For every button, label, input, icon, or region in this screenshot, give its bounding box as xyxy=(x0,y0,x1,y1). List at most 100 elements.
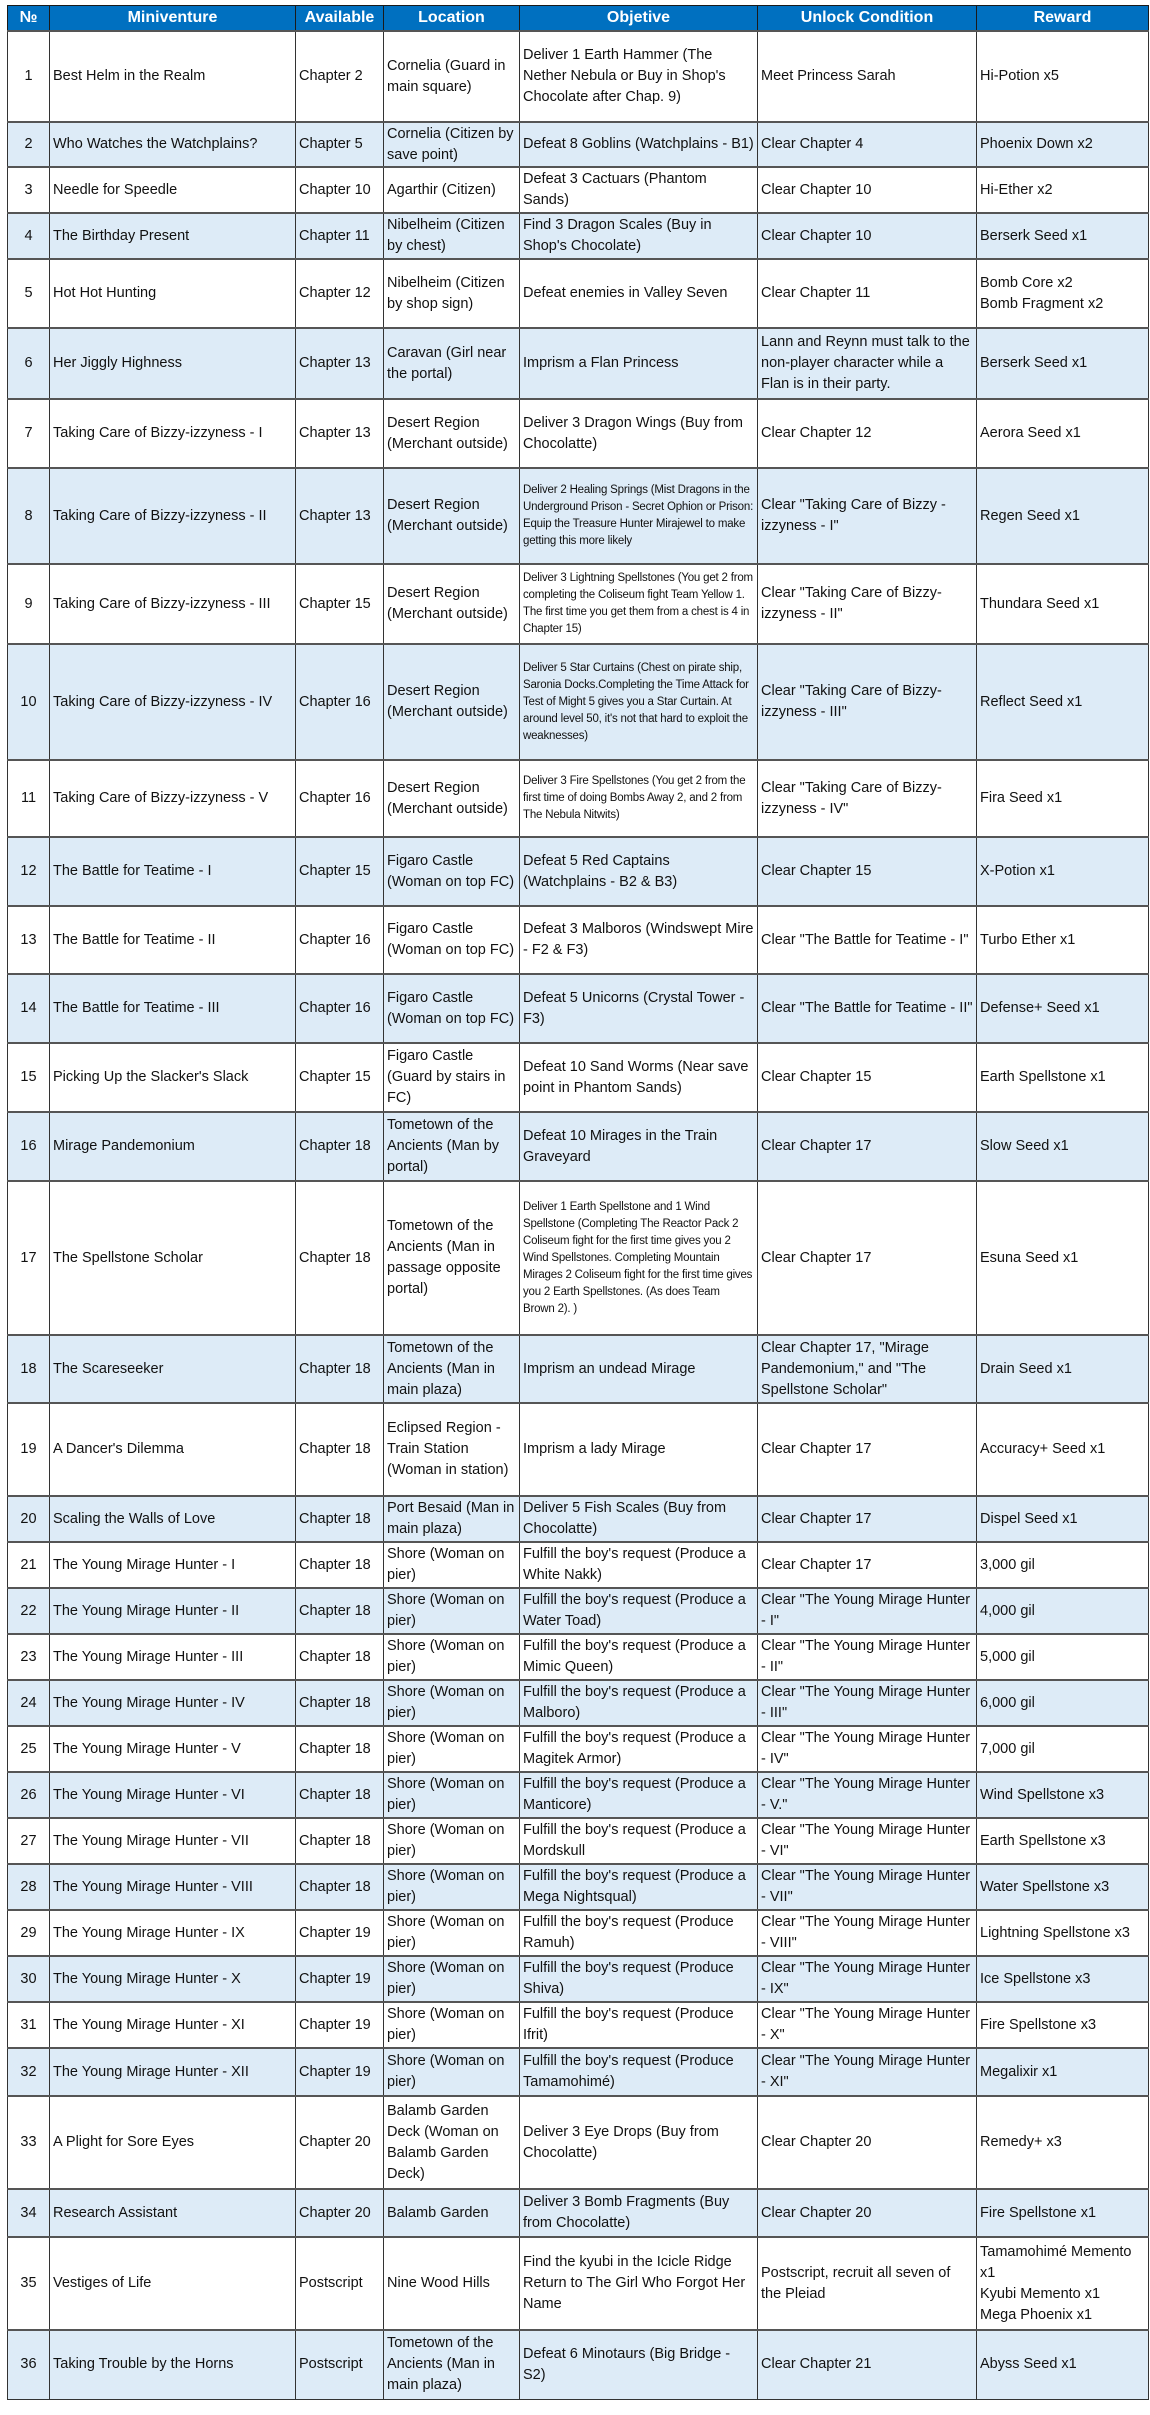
cell-miniventure: Hot Hot Hunting xyxy=(49,258,296,329)
cell-objective: Deliver 5 Fish Scales (Buy from Chocolat… xyxy=(519,1495,758,1543)
cell-unlock-condition: Clear Chapter 15 xyxy=(757,836,977,907)
table-row: 4 The Birthday Present Chapter 11 Nibelheim… xyxy=(7,212,1149,260)
cell-objective: Find the kyubi in the Icicle Ridge Retur… xyxy=(519,2236,758,2331)
cell-available: Chapter 19 xyxy=(295,1955,384,2003)
cell-unlock-condition: Clear Chapter 10 xyxy=(757,212,977,260)
cell-miniventure: Taking Care of Bizzy-izzyness - I xyxy=(49,398,296,469)
cell-available: Chapter 18 xyxy=(295,1180,384,1336)
cell-miniventure: Needle for Speedle xyxy=(49,166,296,214)
cell-unlock-condition: Clear Chapter 17, "Mirage Pandemonium," … xyxy=(757,1334,977,1404)
cell-available: Chapter 2 xyxy=(295,30,384,123)
cell-location: Shore (Woman on pier) xyxy=(383,1955,520,2003)
cell-number: 30 xyxy=(7,1955,50,2003)
cell-available: Chapter 20 xyxy=(295,2188,384,2238)
cell-location: Cornelia (Guard in main square) xyxy=(383,30,520,123)
cell-location: Desert Region (Merchant outside) xyxy=(383,563,520,645)
cell-location: Figaro Castle (Woman on top FC) xyxy=(383,905,520,975)
cell-location: Tometown of the Ancients (Man by portal) xyxy=(383,1111,520,1182)
cell-available: Chapter 15 xyxy=(295,1042,384,1113)
cell-available: Chapter 18 xyxy=(295,1334,384,1404)
table-row: 15 Picking Up the Slacker's Slack Chapter … xyxy=(7,1042,1149,1113)
cell-objective: Deliver 3 Eye Drops (Buy from Chocolatte… xyxy=(519,2095,758,2190)
cell-objective: Fulfill the boy's request (Produce a Man… xyxy=(519,1771,758,1819)
cell-unlock-condition: Clear "The Young Mirage Hunter - VII" xyxy=(757,1863,977,1911)
cell-available: Chapter 19 xyxy=(295,2001,384,2049)
cell-available: Chapter 18 xyxy=(295,1402,384,1497)
cell-reward: Esuna Seed x1 xyxy=(976,1180,1149,1336)
cell-reward: Fira Seed x1 xyxy=(976,759,1149,838)
cell-unlock-condition: Clear Chapter 11 xyxy=(757,258,977,329)
cell-location: Desert Region (Merchant outside) xyxy=(383,467,520,565)
cell-unlock-condition: Clear Chapter 21 xyxy=(757,2329,977,2400)
cell-miniventure: The Young Mirage Hunter - VIII xyxy=(49,1863,296,1911)
cell-location: Shore (Woman on pier) xyxy=(383,1633,520,1681)
cell-unlock-condition: Clear Chapter 15 xyxy=(757,1042,977,1113)
cell-miniventure: The Young Mirage Hunter - I xyxy=(49,1541,296,1589)
cell-number: 28 xyxy=(7,1863,50,1911)
cell-location: Shore (Woman on pier) xyxy=(383,1909,520,1957)
cell-miniventure: The Battle for Teatime - II xyxy=(49,905,296,975)
cell-unlock-condition: Clear Chapter 4 xyxy=(757,121,977,168)
cell-reward: 4,000 gil xyxy=(976,1587,1149,1635)
cell-reward: Aerora Seed x1 xyxy=(976,398,1149,469)
cell-miniventure: The Young Mirage Hunter - IX xyxy=(49,1909,296,1957)
cell-objective: Defeat 5 Unicorns (Crystal Tower - F3) xyxy=(519,973,758,1044)
cell-number: 6 xyxy=(7,327,50,400)
header-location: Location xyxy=(383,5,520,32)
cell-available: Chapter 18 xyxy=(295,1679,384,1727)
cell-location: Nibelheim (Citizen by shop sign) xyxy=(383,258,520,329)
cell-unlock-condition: Clear "The Battle for Teatime - II" xyxy=(757,973,977,1044)
cell-reward: 6,000 gil xyxy=(976,1679,1149,1727)
cell-available: Chapter 13 xyxy=(295,467,384,565)
cell-reward: 5,000 gil xyxy=(976,1633,1149,1681)
table-row: 12 The Battle for Teatime - I Chapter 15 Fi… xyxy=(7,836,1149,907)
cell-miniventure: The Young Mirage Hunter - X xyxy=(49,1955,296,2003)
cell-objective: Deliver 3 Bomb Fragments (Buy from Choco… xyxy=(519,2188,758,2238)
cell-location: Port Besaid (Man in main plaza) xyxy=(383,1495,520,1543)
cell-location: Nibelheim (Citizen by chest) xyxy=(383,212,520,260)
cell-number: 11 xyxy=(7,759,50,838)
cell-number: 8 xyxy=(7,467,50,565)
cell-reward: Berserk Seed x1 xyxy=(976,327,1149,400)
cell-location: Balamb Garden Deck (Woman on Balamb Gard… xyxy=(383,2095,520,2190)
cell-reward: Slow Seed x1 xyxy=(976,1111,1149,1182)
cell-unlock-condition: Clear "Taking Care of Bizzy-izzyness - I… xyxy=(757,643,977,761)
table-row: 19 A Dancer's Dilemma Chapter 18 Eclipsed R… xyxy=(7,1402,1149,1497)
table-row: 35 Vestiges of Life Postscript Nine Wood Hi… xyxy=(7,2236,1149,2331)
cell-objective: Fulfill the boy's request (Produce Tamam… xyxy=(519,2047,758,2097)
cell-number: 32 xyxy=(7,2047,50,2097)
cell-number: 17 xyxy=(7,1180,50,1336)
cell-reward: 3,000 gil xyxy=(976,1541,1149,1589)
table-body: 1 Best Helm in the Realm Chapter 2 Cornelia… xyxy=(7,30,1149,2400)
cell-objective: Defeat 3 Cactuars (Phantom Sands) xyxy=(519,166,758,214)
cell-miniventure: Her Jiggly Highness xyxy=(49,327,296,400)
cell-reward: Lightning Spellstone x3 xyxy=(976,1909,1149,1957)
cell-location: Desert Region (Merchant outside) xyxy=(383,759,520,838)
cell-available: Chapter 13 xyxy=(295,398,384,469)
table-row: 34 Research Assistant Chapter 20 Balamb Gar… xyxy=(7,2188,1149,2238)
cell-number: 25 xyxy=(7,1725,50,1773)
cell-unlock-condition: Clear "The Young Mirage Hunter - X" xyxy=(757,2001,977,2049)
cell-location: Figaro Castle (Guard by stairs in FC) xyxy=(383,1042,520,1113)
table-row: 6 Her Jiggly Highness Chapter 13 Caravan (G… xyxy=(7,327,1149,400)
cell-number: 18 xyxy=(7,1334,50,1404)
table-row: 21 The Young Mirage Hunter - I Chapter 18 S… xyxy=(7,1541,1149,1589)
cell-objective: Imprism a lady Mirage xyxy=(519,1402,758,1497)
table-row: 28 The Young Mirage Hunter - VIII Chapter … xyxy=(7,1863,1149,1911)
cell-unlock-condition: Clear "The Young Mirage Hunter - I" xyxy=(757,1587,977,1635)
cell-reward: Abyss Seed x1 xyxy=(976,2329,1149,2400)
cell-objective: Deliver 3 Lightning Spellstones (You get… xyxy=(519,563,758,645)
cell-reward: Reflect Seed x1 xyxy=(976,643,1149,761)
cell-miniventure: Picking Up the Slacker's Slack xyxy=(49,1042,296,1113)
cell-objective: Fulfill the boy's request (Produce a Whi… xyxy=(519,1541,758,1589)
cell-miniventure: Best Helm in the Realm xyxy=(49,30,296,123)
cell-objective: Fulfill the boy's request (Produce Ifrit… xyxy=(519,2001,758,2049)
table-row: 9 Taking Care of Bizzy-izzyness - III Chap… xyxy=(7,563,1149,645)
cell-number: 9 xyxy=(7,563,50,645)
cell-available: Chapter 19 xyxy=(295,2047,384,2097)
cell-number: 4 xyxy=(7,212,50,260)
cell-available: Chapter 15 xyxy=(295,836,384,907)
cell-reward: Dispel Seed x1 xyxy=(976,1495,1149,1543)
cell-number: 3 xyxy=(7,166,50,214)
cell-available: Chapter 18 xyxy=(295,1111,384,1182)
